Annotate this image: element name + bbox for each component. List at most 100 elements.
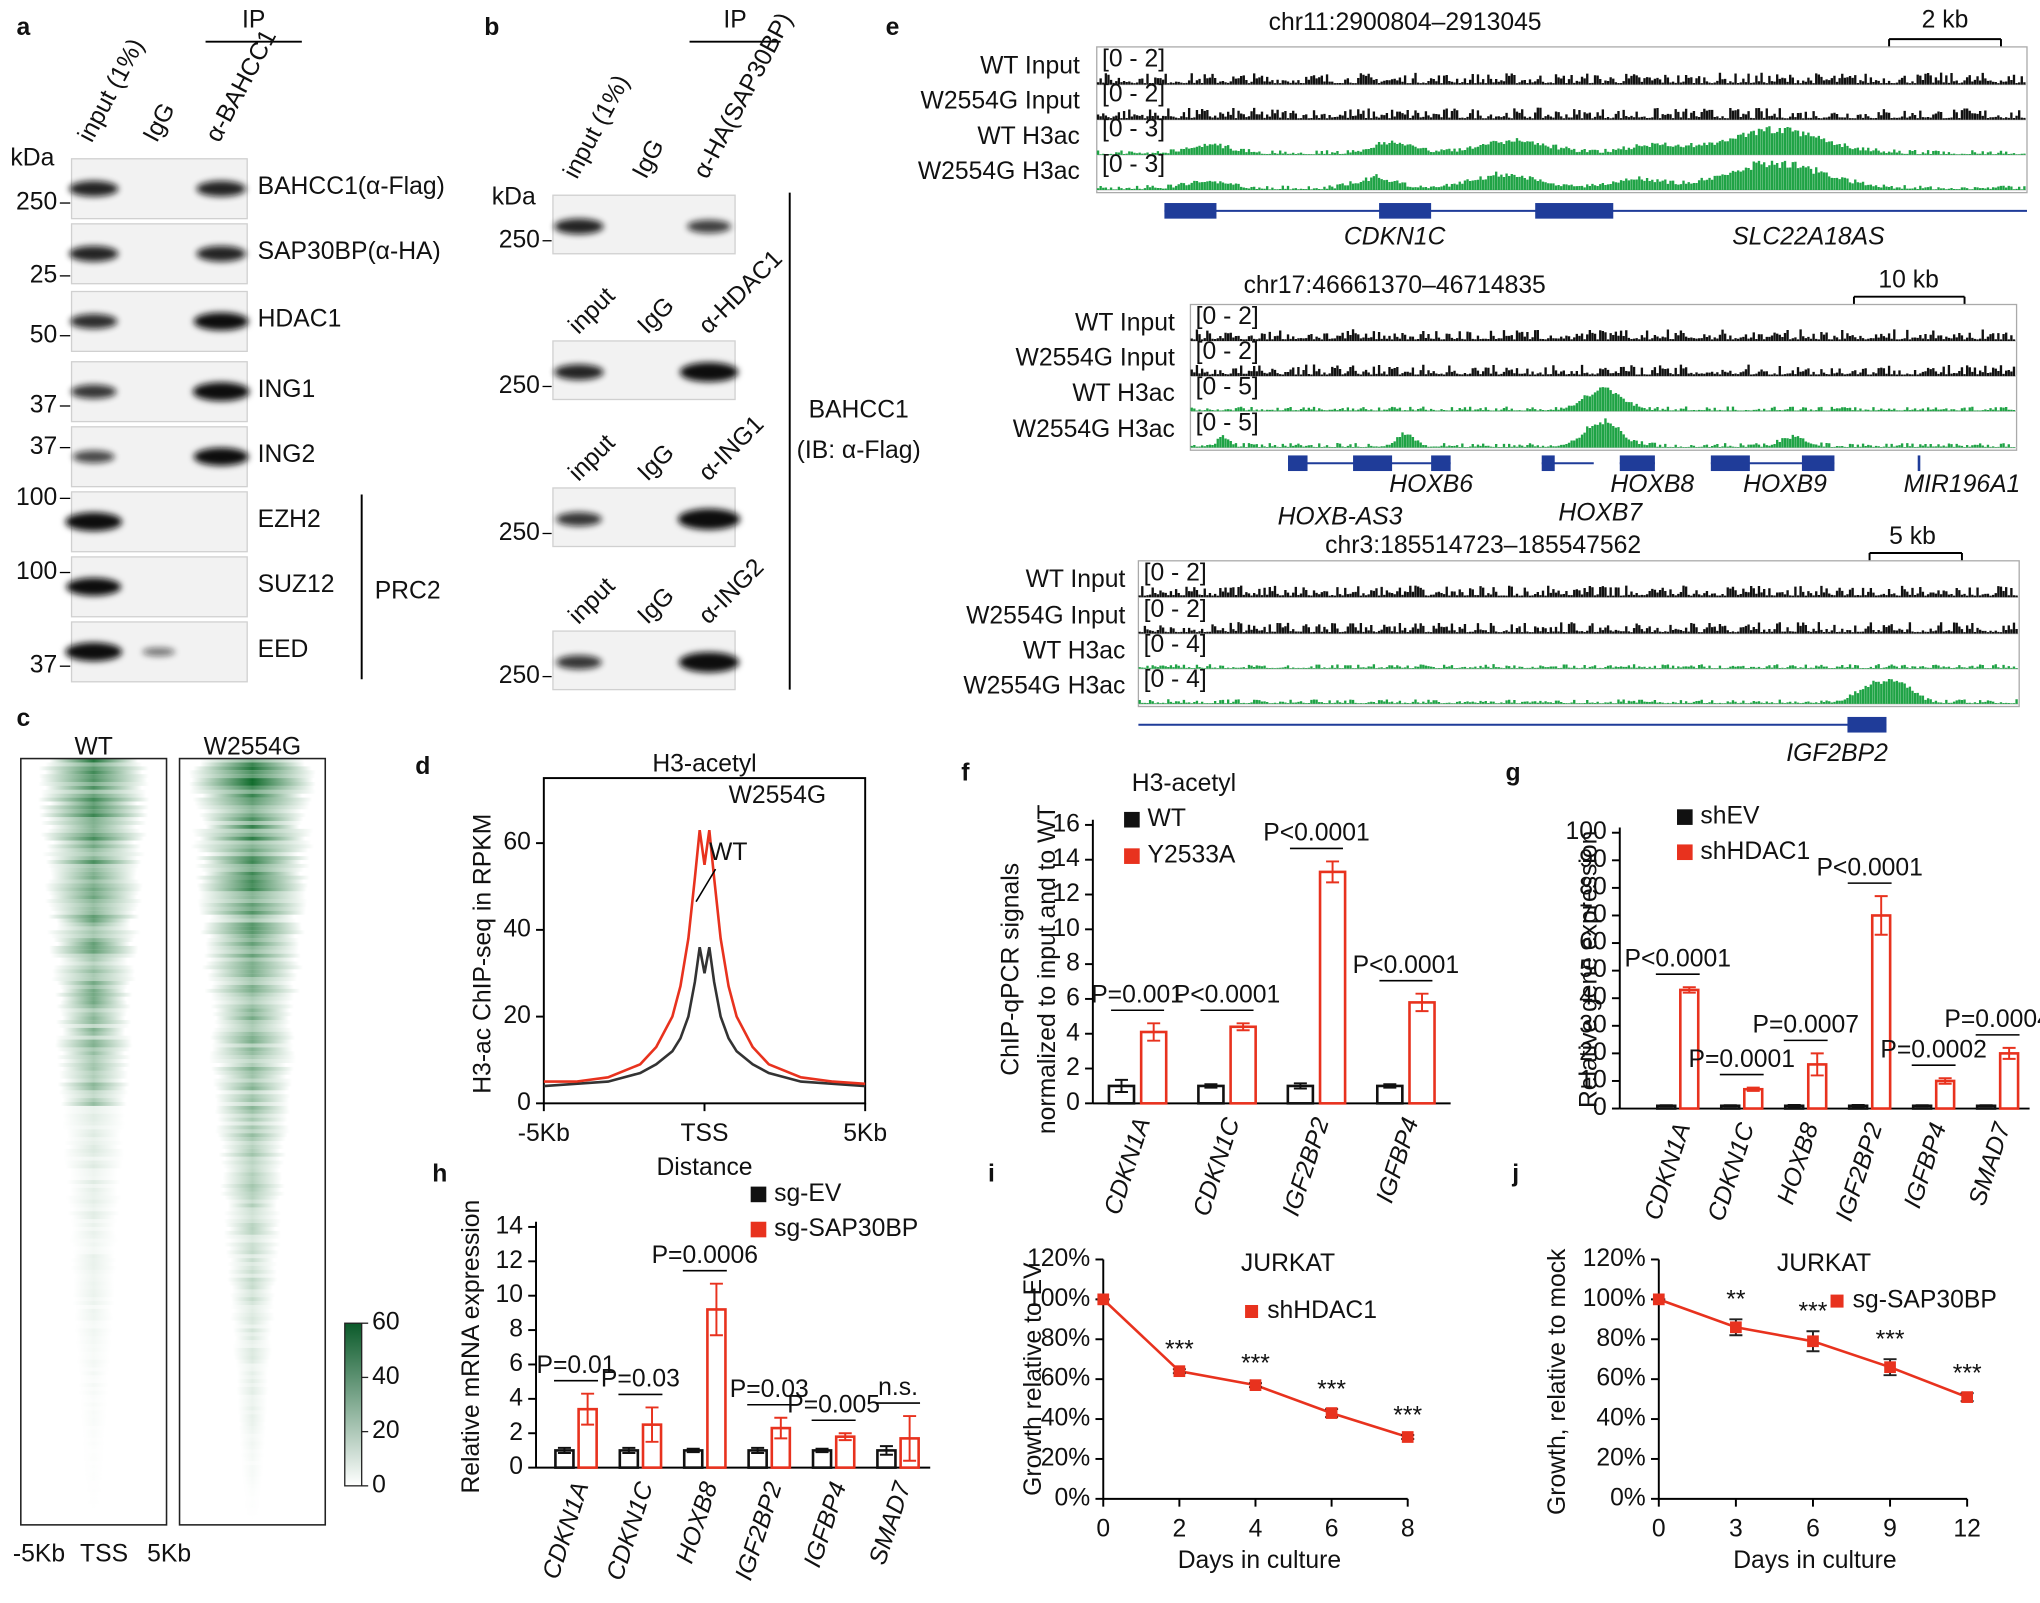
heatmap-row [199,930,306,935]
heatmap-row [243,1485,262,1489]
heatmap-row [237,1406,267,1411]
heatmap-row [80,1406,108,1410]
heatmap-row [205,824,300,829]
heatmap-row [78,1391,109,1395]
heatmap-row [195,875,310,880]
heatmap-row [244,1520,260,1524]
marker-label: 250 [499,662,540,689]
heatmap-row [200,867,304,872]
heatmap-row [80,1387,107,1391]
y-axis-label: Growth relative to EV [1020,1262,1047,1496]
gene-name: HOXB7 [1558,500,1643,527]
heatmap-row [74,1297,113,1302]
heatmap-row [48,891,140,896]
locus-label: chr11:2900804–2913045 [1269,9,1542,36]
heatmap-row [244,1516,260,1520]
heatmap-row [50,824,137,829]
heatmap-row [82,1442,106,1446]
y-axis-label: Relative gene expression [1575,831,1602,1108]
y-axis-label: ChIP-qPCR signals [998,863,1025,1076]
y-tick-label: 60 [503,829,530,856]
y-tick-label: 100% [1027,1285,1090,1312]
heatmap-row [62,1156,125,1161]
y-tick-label: 6 [1066,984,1080,1011]
heatmap-row [203,809,302,814]
heatmap-row [59,1008,128,1013]
heatmap-row [70,1234,117,1239]
heatmap-row [69,1172,118,1177]
heatmap-row [78,1363,109,1368]
heatmap-row [203,821,302,825]
heatmap-row [83,1457,105,1461]
p-value-label: P=0.03 [730,1376,809,1403]
heatmap-row [57,1047,131,1052]
heatmap-row [73,1281,115,1286]
heatmap-row [45,887,143,892]
heatmap-row [42,852,146,857]
heatmap-row [82,1449,105,1453]
error-bar [1293,1082,1307,1090]
heatmap-row [45,762,143,767]
heatmap-row [236,1379,269,1384]
panel-label: j [1511,1160,1519,1187]
track-range: [0 - 5] [1196,410,1259,437]
heatmap-row [243,1492,262,1496]
heatmap-row [62,1125,125,1130]
panel-label: g [1506,760,1521,787]
heatmap-row [85,1512,101,1516]
legend-swatch [1245,1304,1259,1319]
y-tick-label: 80 [1579,873,1606,900]
marker-label: 25 [30,261,57,288]
track-range: [0 - 2] [1196,303,1259,330]
heatmap-row [237,1402,268,1407]
heatmap-row [58,1090,129,1095]
blot-band [556,512,602,527]
point-marker [1730,1321,1742,1334]
marker-label: 100 [16,558,57,585]
error-bar [1851,1103,1865,1108]
error-bar [1746,1086,1760,1092]
heatmap-row [232,1347,273,1352]
heatmap-row [56,922,131,927]
error-bar [1915,1104,1929,1108]
heatmap-row [202,793,303,798]
heatmap-row [75,1332,112,1337]
heatmap-row [78,1371,109,1376]
heatmap-row [231,1301,274,1305]
heatmap-row [62,1121,126,1126]
heatmap-row [72,1226,116,1231]
heatmap-row [205,961,300,966]
heatmap-row [218,1074,287,1079]
y-tick-label: 6 [509,1350,523,1377]
heatmap-row [236,1386,269,1391]
gene-name: CDKN1C [1344,224,1446,251]
heatmap-row [66,1133,121,1138]
heatmap-row [215,1125,290,1130]
heatmap-row [206,949,299,954]
heatmap-row [74,1312,113,1317]
heatmap-row [81,1422,107,1426]
heatmap-row [228,1273,277,1278]
heatmap-row [47,914,140,919]
bar [834,1435,856,1469]
heatmap-row [54,992,133,997]
heatmap-frame [20,757,168,1526]
heatmap-row [81,1410,107,1414]
heatmap-row [215,1105,290,1110]
heatmap-row [241,1449,263,1453]
y-tick-label: 100% [1583,1285,1646,1312]
heatmap-row [226,1254,279,1259]
y-tick-label: 70 [1579,901,1606,928]
gene-exon [1917,455,1921,472]
heatmap-row [84,1485,103,1489]
lane-label: input (1%) [73,34,150,146]
heatmap-row [232,1289,273,1294]
heatmap-row [45,860,142,864]
error-bar [838,1432,852,1442]
heatmap-row [59,1074,129,1079]
row-label: HDAC1 [258,306,342,333]
heatmap-row [235,1336,270,1341]
heatmap-row [224,1195,281,1200]
bar [1742,1087,1764,1110]
panel-label: e [886,14,900,41]
